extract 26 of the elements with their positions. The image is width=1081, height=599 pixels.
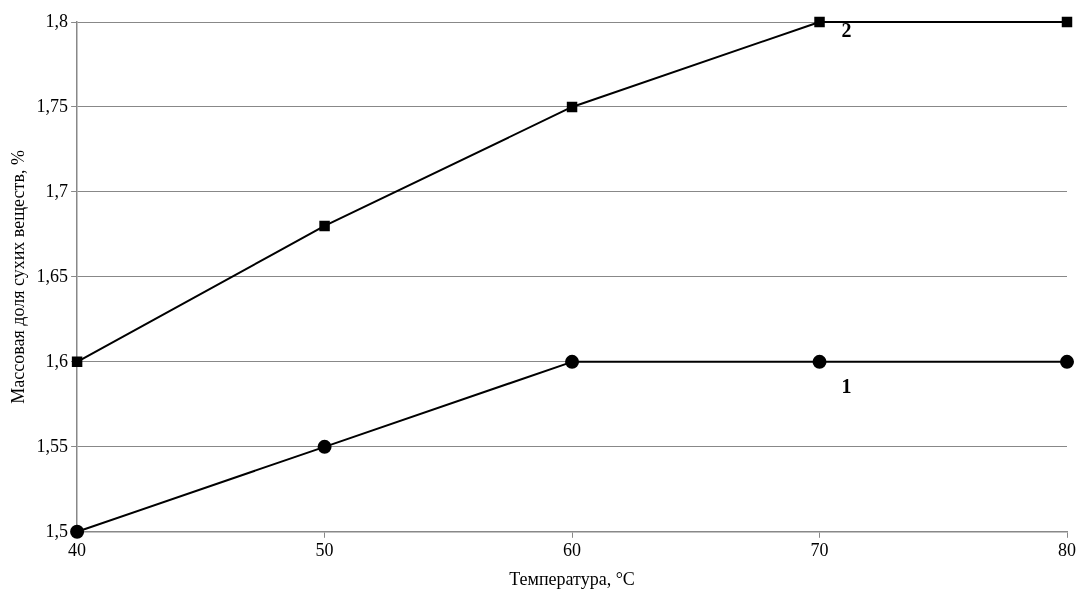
point — [814, 16, 825, 28]
x-axis-title: Температура, °C — [509, 568, 635, 589]
x-tick-label: 60 — [563, 540, 582, 561]
series-label: 1 — [841, 375, 852, 398]
y-axis-title: Массовая доля сухих веществ, % — [7, 150, 28, 404]
y-tick-label: 1,8 — [45, 10, 69, 31]
point — [566, 101, 578, 113]
point — [317, 439, 332, 454]
series-label: 2 — [841, 19, 852, 42]
point — [812, 354, 827, 369]
y-tick-label: 1,6 — [45, 350, 69, 371]
point — [70, 524, 85, 539]
y-tick-label: 1,75 — [36, 95, 69, 116]
x-tick-label: 50 — [315, 540, 334, 561]
point — [71, 356, 83, 368]
y-tick-label: 1,5 — [45, 520, 69, 541]
point — [319, 220, 330, 232]
x-tick-label: 80 — [1058, 540, 1076, 561]
point — [565, 354, 580, 369]
x-tick-label: 70 — [810, 540, 829, 561]
point — [1060, 354, 1074, 369]
y-tick-label: 1,7 — [45, 180, 69, 201]
y-tick-label: 1,65 — [36, 265, 69, 286]
y-tick-label: 1,55 — [36, 435, 69, 456]
x-tick-label: 40 — [68, 540, 87, 561]
point — [1061, 16, 1073, 28]
